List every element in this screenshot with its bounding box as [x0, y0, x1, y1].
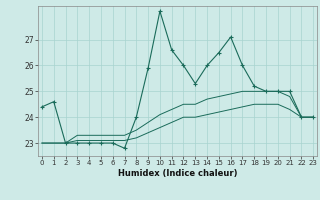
- X-axis label: Humidex (Indice chaleur): Humidex (Indice chaleur): [118, 169, 237, 178]
